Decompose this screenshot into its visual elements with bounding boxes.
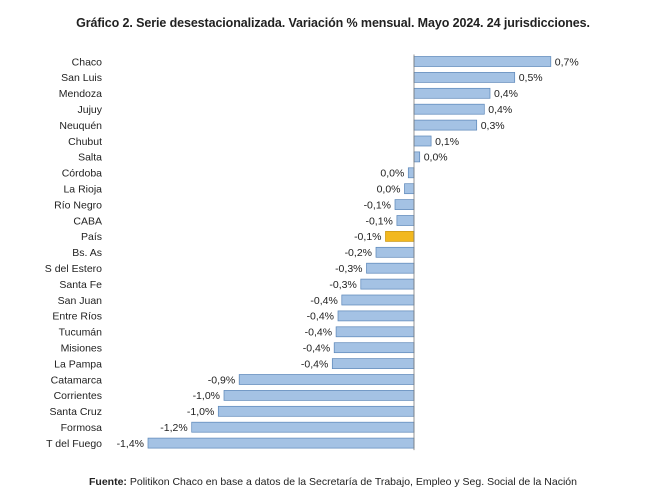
bar-t-del-fuego xyxy=(147,437,415,449)
bar-tucuman xyxy=(335,326,415,338)
bar-salta xyxy=(413,151,421,163)
category-label-misiones: Misiones xyxy=(61,343,102,355)
data-label-salta: 0,0% xyxy=(424,152,448,164)
bar-pais xyxy=(385,231,415,242)
category-label-bs-as: Bs. As xyxy=(72,247,102,259)
source-text: Politikon Chaco en base a datos de la Se… xyxy=(126,476,577,488)
bar-chubut xyxy=(413,135,432,147)
bar-la-rioja xyxy=(404,183,415,195)
category-label-cordoba: Córdoba xyxy=(62,168,102,180)
data-label-catamarca: -0,9% xyxy=(208,374,235,386)
data-label-san-juan: -0,4% xyxy=(310,295,337,307)
data-label-bs-as: -0,2% xyxy=(345,247,372,259)
data-label-tucuman: -0,4% xyxy=(305,327,332,339)
data-label-chubut: 0,1% xyxy=(435,136,459,148)
category-label-mendoza: Mendoza xyxy=(59,88,102,100)
data-label-rio-negro: -0,1% xyxy=(364,199,391,211)
category-label-chubut: Chubut xyxy=(68,136,102,148)
category-label-jujuy: Jujuy xyxy=(77,104,102,116)
bar-s-del-estero xyxy=(366,262,415,274)
bar-catamarca xyxy=(238,374,415,385)
bar-chaco xyxy=(413,56,552,67)
bar-bs-as xyxy=(375,246,415,258)
data-label-t-del-fuego: -1,4% xyxy=(117,438,144,450)
category-label-neuquen: Neuquén xyxy=(59,120,102,132)
bar-misiones xyxy=(333,342,415,354)
bar-cordoba xyxy=(407,167,415,179)
data-label-santa-fe: -0,3% xyxy=(329,279,356,291)
category-label-chaco: Chaco xyxy=(72,56,103,68)
bar-santa-fe xyxy=(360,278,415,290)
data-label-pais: -0,1% xyxy=(354,231,381,243)
data-label-corrientes: -1,0% xyxy=(193,390,220,402)
category-label-rio-negro: Río Negro xyxy=(54,199,102,211)
data-label-la-pampa: -0,4% xyxy=(301,358,328,370)
category-label-t-del-fuego: T del Fuego xyxy=(46,438,102,450)
bar-la-pampa xyxy=(331,358,415,369)
data-label-entre-rios: -0,4% xyxy=(307,311,334,323)
bar-mendoza xyxy=(413,87,491,99)
category-label-caba: CABA xyxy=(73,215,102,227)
data-label-santa-cruz: -1,0% xyxy=(187,406,214,418)
data-label-neuquen: 0,3% xyxy=(481,120,505,132)
bar-jujuy xyxy=(413,103,485,115)
data-label-la-rioja: 0,0% xyxy=(377,184,401,196)
category-label-la-rioja: La Rioja xyxy=(63,184,102,196)
data-label-formosa: -1,2% xyxy=(160,422,187,434)
bar-entre-rios xyxy=(337,310,415,322)
bar-formosa xyxy=(191,421,415,433)
data-label-s-del-estero: -0,3% xyxy=(335,263,362,275)
source-label: Fuente: xyxy=(89,476,127,488)
chart-title: Gráfico 2. Serie desestacionalizada. Var… xyxy=(76,16,590,30)
category-label-pais: País xyxy=(81,231,102,243)
data-label-mendoza: 0,4% xyxy=(494,88,518,100)
category-label-salta: Salta xyxy=(78,152,102,164)
bar-san-luis xyxy=(413,72,516,83)
category-label-entre-rios: Entre Ríos xyxy=(52,311,102,323)
data-label-caba: -0,1% xyxy=(365,215,392,227)
category-label-s-del-estero: S del Estero xyxy=(45,263,102,275)
category-label-santa-cruz: Santa Cruz xyxy=(49,406,102,418)
category-label-formosa: Formosa xyxy=(61,422,103,434)
category-label-san-juan: San Juan xyxy=(58,295,103,307)
data-label-san-luis: 0,5% xyxy=(519,72,543,84)
data-label-misiones: -0,4% xyxy=(303,343,330,355)
data-label-chaco: 0,7% xyxy=(555,56,579,68)
bar-corrientes xyxy=(223,390,415,401)
bar-santa-cruz xyxy=(217,405,415,417)
bar-caba xyxy=(396,215,415,226)
source-note: Fuente: Politikon Chaco en base a datos … xyxy=(0,476,666,488)
category-label-santa-fe: Santa Fe xyxy=(59,279,102,291)
bar-rio-negro xyxy=(394,199,415,210)
data-label-jujuy: 0,4% xyxy=(488,104,512,116)
bar-neuquen xyxy=(413,119,478,131)
category-label-tucuman: Tucumán xyxy=(59,327,103,339)
category-label-corrientes: Corrientes xyxy=(54,390,102,402)
data-label-cordoba: 0,0% xyxy=(380,168,404,180)
category-label-catamarca: Catamarca xyxy=(51,374,103,386)
category-label-la-pampa: La Pampa xyxy=(54,358,102,370)
bar-san-juan xyxy=(341,294,415,306)
category-label-san-luis: San Luis xyxy=(61,72,102,84)
